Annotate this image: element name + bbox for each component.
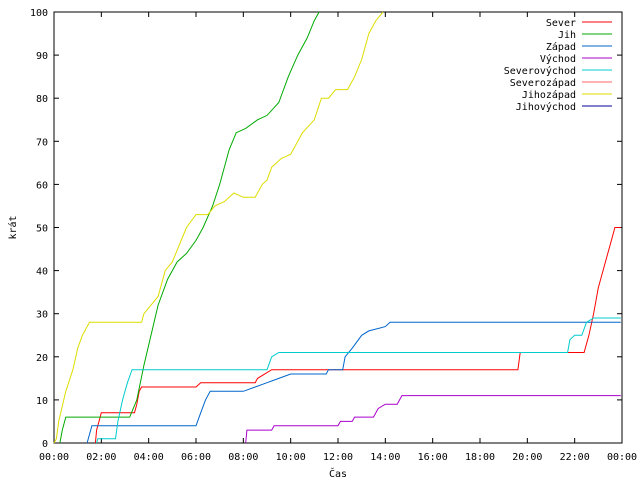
series-line-1 (59, 11, 320, 444)
legend-label: Severozápad (510, 77, 576, 89)
series-line-2 (86, 321, 621, 444)
x-tick-label: 12:00 (323, 452, 353, 463)
legend-label: Jihozápad (522, 89, 576, 101)
x-tick-label: 20:00 (512, 452, 542, 463)
x-tick-label: 14:00 (370, 452, 400, 463)
legend-label: Západ (546, 41, 576, 53)
y-tick-label: 20 (36, 353, 48, 364)
y-axis-ticks: 0 10 20 30 40 50 60 70 80 90 100 (30, 8, 622, 450)
legend-label: Severovýchod (504, 65, 576, 77)
x-tick-label: 22:00 (560, 452, 590, 463)
series-line-6 (53, 11, 384, 444)
x-tick-label: 00:00 (607, 452, 637, 463)
x-axis-label: Čas (329, 467, 347, 480)
series-line-0 (94, 227, 621, 444)
x-tick-label: 10:00 (276, 452, 306, 463)
y-tick-label: 70 (36, 137, 48, 148)
legend-label: Jihovýchod (516, 101, 576, 113)
y-tick-label: 100 (30, 8, 48, 19)
y-tick-label: 60 (36, 180, 48, 191)
x-tick-label: 06:00 (181, 452, 211, 463)
y-tick-label: 10 (36, 396, 48, 407)
x-tick-label: 00:00 (39, 452, 69, 463)
y-tick-label: 40 (36, 267, 48, 278)
legend: SeverJihZápadVýchodSeverovýchodSeverozáp… (504, 18, 612, 113)
x-tick-label: 16:00 (418, 452, 448, 463)
y-axis-label: krát (7, 215, 19, 239)
x-tick-label: 02:00 (86, 452, 116, 463)
series-layer (53, 11, 621, 444)
series-line-3 (245, 395, 621, 444)
y-tick-label: 50 (36, 224, 48, 235)
legend-label: Východ (540, 53, 576, 65)
x-tick-label: 04:00 (134, 452, 164, 463)
x-tick-label: 18:00 (465, 452, 495, 463)
y-tick-label: 0 (42, 439, 48, 450)
x-tick-label: 08:00 (228, 452, 258, 463)
y-tick-label: 90 (36, 51, 48, 62)
series-line-4 (96, 317, 621, 444)
x-axis-ticks: 00:00 02:00 04:00 06:00 08:00 10:00 12:00 14:00… (39, 12, 637, 463)
legend-label: Sever (546, 18, 576, 29)
y-tick-label: 30 (36, 310, 48, 321)
legend-label: Jih (558, 30, 576, 41)
y-tick-label: 80 (36, 94, 48, 105)
